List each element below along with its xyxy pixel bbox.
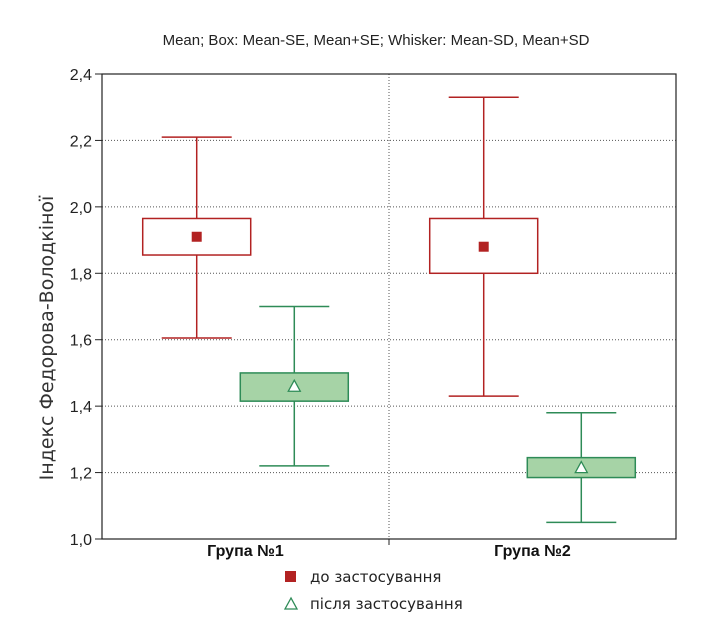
mean-marker-square bbox=[191, 231, 202, 242]
box-after-group-2 bbox=[526, 412, 637, 524]
legend-marker-triangle bbox=[283, 596, 299, 610]
y-tick-label: 1,0 bbox=[70, 532, 92, 549]
mean-marker-triangle bbox=[574, 460, 589, 474]
y-tick-label: 1,4 bbox=[70, 399, 92, 416]
legend-label: до застосування bbox=[310, 568, 441, 586]
y-tick-label: 1,2 bbox=[70, 466, 92, 483]
legend-label: після застосування bbox=[310, 595, 463, 613]
y-tick-label: 1,8 bbox=[70, 266, 92, 283]
mean-marker-triangle bbox=[287, 378, 302, 392]
plot-area: 1,0 1,2 1,4 1,6 1,8 2,0 2,2 2,4 Група №1 Група №2 bbox=[70, 67, 677, 560]
x-category-label: Група №1 bbox=[207, 543, 284, 560]
mean-marker-square bbox=[478, 241, 489, 252]
legend-marker-square bbox=[285, 571, 296, 582]
box-before-group-1 bbox=[141, 136, 252, 339]
y-tick-label: 1,6 bbox=[70, 333, 92, 350]
y-tick-label: 2,4 bbox=[70, 67, 92, 84]
box-after-group-1 bbox=[239, 305, 350, 467]
y-tick-label: 2,0 bbox=[70, 200, 92, 217]
y-axis-label: Індекс Федорова-Володкіної bbox=[36, 195, 58, 480]
chart-title: Mean; Box: Mean-SE, Mean+SE; Whisker: Me… bbox=[163, 32, 590, 49]
x-category-label: Група №2 bbox=[494, 543, 571, 560]
plot-frame bbox=[101, 73, 677, 540]
y-tick-label: 2,2 bbox=[70, 133, 92, 150]
box-before-group-2 bbox=[428, 96, 539, 397]
legend: до застосування після застосування bbox=[283, 568, 463, 613]
